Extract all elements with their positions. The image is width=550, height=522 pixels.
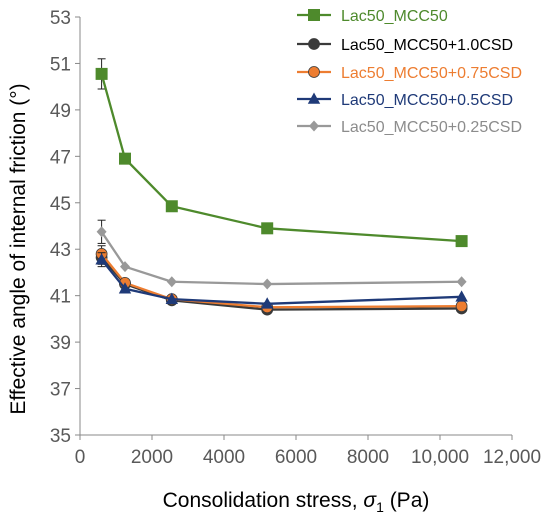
legend-item: Lac50_MCC50+0.75CSD — [297, 65, 522, 82]
x-axis-title-symbol: σ — [363, 489, 377, 512]
y-tick-label: 51 — [50, 54, 71, 75]
legend-label: Lac50_MCC50+0.25CSD — [341, 119, 522, 136]
data-point — [456, 276, 467, 288]
data-point — [120, 261, 130, 273]
data-point — [165, 200, 178, 213]
series-line — [100, 231, 462, 286]
x-tick-label: 0 — [75, 447, 86, 468]
plot-area — [95, 58, 468, 316]
data-point — [95, 67, 108, 80]
x-tick-label: 4000 — [203, 447, 245, 468]
data-point — [455, 290, 468, 302]
x-axis-title: Consolidation stress, σ1 (Pa) — [163, 489, 430, 515]
x-tick-label: 2000 — [131, 447, 173, 468]
data-point — [96, 226, 107, 238]
legend-item: Lac50_MCC50 — [297, 8, 448, 25]
x-tick-label: 6000 — [275, 447, 317, 468]
series-3 — [95, 252, 468, 309]
legend-marker — [308, 66, 320, 78]
legend-marker — [307, 92, 321, 104]
x-axis-title-unit: (Pa) — [384, 489, 430, 512]
data-point — [262, 278, 273, 290]
y-tick-label: 53 — [50, 8, 71, 29]
data-point — [118, 282, 132, 294]
legend-label: Lac50_MCC50 — [341, 8, 448, 25]
legend-label: Lac50_MCC50+0.5CSD — [341, 92, 513, 109]
y-tick-label: 37 — [50, 380, 71, 401]
data-point — [261, 222, 274, 235]
y-tick-label: 47 — [50, 147, 71, 168]
data-point — [455, 300, 468, 313]
x-tick-label: 10,000 — [411, 447, 469, 468]
y-tick-label: 35 — [50, 426, 71, 447]
data-point — [455, 235, 468, 248]
data-point — [95, 253, 108, 265]
x-tick-label: 12,000 — [483, 447, 541, 468]
data-point — [166, 276, 177, 288]
series-0 — [95, 58, 468, 248]
x-axis-title-subscript: 1 — [376, 499, 384, 515]
data-point — [165, 292, 178, 304]
legend-marker — [308, 38, 320, 50]
data-point — [261, 297, 274, 309]
y-tick-label: 41 — [50, 287, 71, 308]
legend-label: Lac50_MCC50+0.75CSD — [341, 65, 522, 82]
x-axis-title-text: Consolidation stress, — [163, 489, 364, 512]
tick-labels: 35 37 39 41 43 45 47 49 51 53 0 2000 4000 6000 8000 10,… — [50, 8, 541, 468]
y-tick-label: 45 — [50, 194, 71, 215]
legend-marker — [308, 9, 320, 21]
legend-item: Lac50_MCC50+1.0CSD — [297, 37, 513, 54]
y-tick-label: 43 — [50, 240, 71, 261]
axes — [75, 16, 513, 440]
y-axis-title: Effective angle of internal friction (°) — [7, 83, 30, 414]
series-4 — [96, 219, 467, 290]
y-tick-label: 39 — [50, 333, 71, 354]
legend: Lac50_MCC50 Lac50_MCC50+1.0CSD Lac50_MCC50… — [297, 8, 522, 136]
data-point — [119, 152, 131, 165]
x-tick-label: 8000 — [347, 447, 389, 468]
y-tick-label: 49 — [50, 101, 71, 122]
legend-label: Lac50_MCC50+1.0CSD — [341, 37, 513, 54]
legend-item: Lac50_MCC50+0.25CSD — [297, 119, 522, 136]
legend-marker — [309, 120, 319, 132]
legend-item: Lac50_MCC50+0.5CSD — [297, 92, 513, 109]
